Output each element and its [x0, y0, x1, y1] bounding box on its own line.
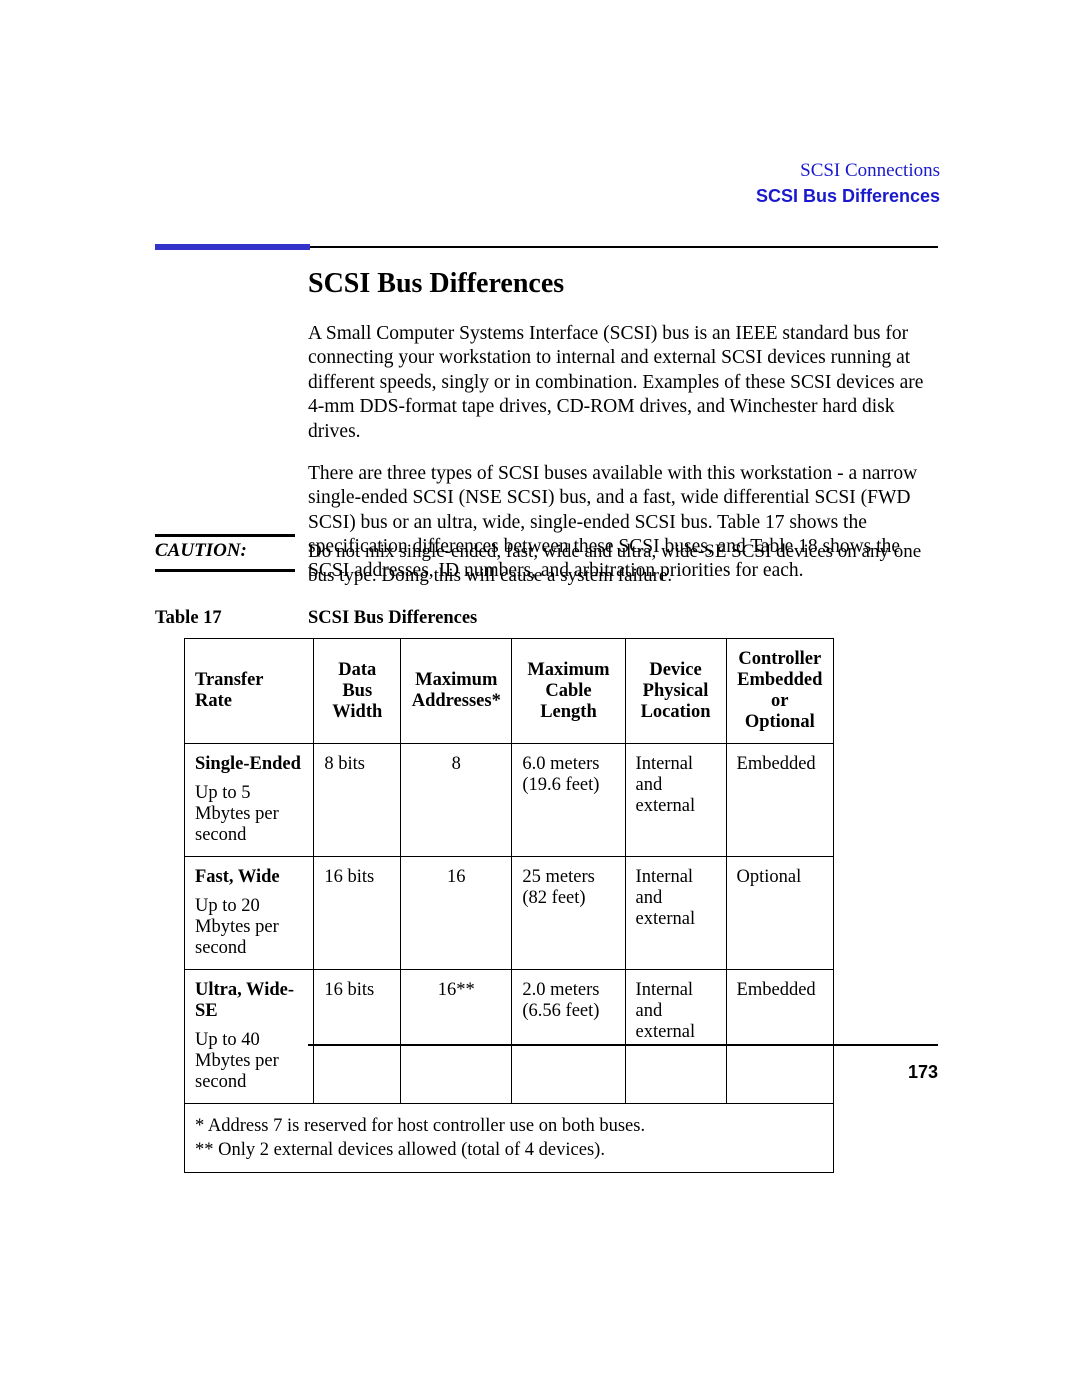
row-label: Fast, Wide: [185, 857, 314, 893]
table-footnote-row: * Address 7 is reserved for host control…: [185, 1104, 834, 1173]
cell-rate: Up to 20 Mbytes per second: [185, 892, 314, 970]
footnote-1: * Address 7 is reserved for host control…: [195, 1114, 823, 1138]
cell-controller: Optional: [726, 857, 833, 970]
row-label: Single-Ended: [185, 744, 314, 780]
table-footnotes: * Address 7 is reserved for host control…: [185, 1104, 834, 1173]
cell-rate: Up to 40 Mbytes per second: [185, 1026, 314, 1104]
header-section: SCSI Bus Differences: [756, 186, 940, 207]
cell-max-addr: 16: [401, 857, 512, 970]
running-header: SCSI Connections SCSI Bus Differences: [756, 160, 940, 207]
table-row: Fast, Wide 16 bits 16 25 meters (82 feet…: [185, 857, 834, 893]
footnote-2: ** Only 2 external devices allowed (tota…: [195, 1138, 823, 1162]
col-max-addresses: Maximum Addresses*: [401, 639, 512, 744]
caution-text: Do not mix single-ended, fast, wide and …: [308, 540, 938, 588]
cell-device-loc: Internal and external: [625, 744, 726, 857]
table-caption: Table 17 SCSI Bus Differences: [155, 608, 938, 629]
cell-data-bus: 16 bits: [314, 970, 401, 1104]
cell-device-loc: Internal and external: [625, 857, 726, 970]
table-row: Single-Ended 8 bits 8 6.0 meters (19.6 f…: [185, 744, 834, 780]
cell-data-bus: 16 bits: [314, 857, 401, 970]
cell-max-addr: 8: [401, 744, 512, 857]
page-number: 173: [908, 1062, 938, 1083]
caution-label: CAUTION:: [155, 540, 247, 562]
table-row: Ultra, Wide-SE 16 bits 16** 2.0 meters (…: [185, 970, 834, 1027]
col-controller: Controller Embedded or Optional: [726, 639, 833, 744]
table-title: SCSI Bus Differences: [308, 608, 477, 629]
cell-rate: Up to 5 Mbytes per second: [185, 779, 314, 857]
body-paragraph: A Small Computer Systems Interface (SCSI…: [308, 322, 938, 444]
row-label: Ultra, Wide-SE: [185, 970, 314, 1027]
col-max-cable: Maximum Cable Length: [512, 639, 625, 744]
cell-data-bus: 8 bits: [314, 744, 401, 857]
cell-controller: Embedded: [726, 970, 833, 1104]
horizontal-rule: [310, 246, 938, 248]
accent-bar: [155, 244, 310, 250]
cell-device-loc: Internal and external: [625, 970, 726, 1104]
col-device-location: Device Physical Location: [625, 639, 726, 744]
table-header-row: Transfer Rate Data Bus Width Maximum Add…: [185, 639, 834, 744]
col-transfer-rate: Transfer Rate: [185, 639, 314, 744]
cell-controller: Embedded: [726, 744, 833, 857]
cell-max-addr: 16**: [401, 970, 512, 1104]
section-title: SCSI Bus Differences: [308, 268, 938, 300]
section-rule: [155, 244, 938, 250]
header-chapter: SCSI Connections: [756, 160, 940, 182]
scsi-bus-table: Transfer Rate Data Bus Width Maximum Add…: [184, 638, 834, 1173]
cell-max-cable: 25 meters (82 feet): [512, 857, 625, 970]
cell-max-cable: 2.0 meters (6.56 feet): [512, 970, 625, 1104]
col-data-bus: Data Bus Width: [314, 639, 401, 744]
footer-rule: [308, 1044, 938, 1046]
table-number: Table 17: [155, 608, 222, 628]
cell-max-cable: 6.0 meters (19.6 feet): [512, 744, 625, 857]
document-page: SCSI Connections SCSI Bus Differences SC…: [0, 0, 1080, 1397]
